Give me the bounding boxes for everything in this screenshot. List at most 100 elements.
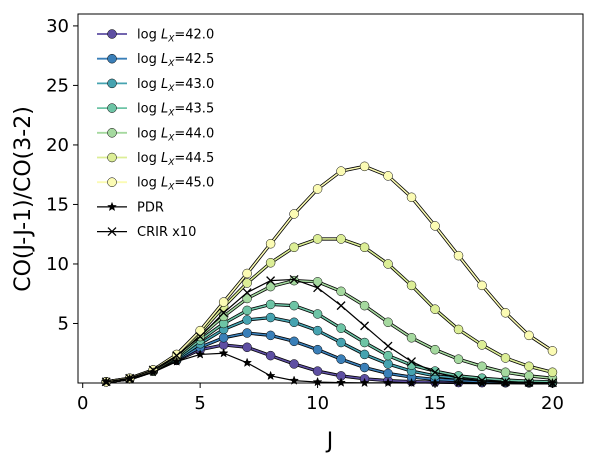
data-point [242,278,252,288]
y-tick-label: 15 [46,194,69,215]
data-point [266,276,276,286]
legend-item: log LX=44.5 [97,151,214,168]
x-tick-label: 20 [541,393,564,414]
data-point [101,377,111,387]
legend-label: PDR [137,200,164,215]
y-axis-label: CO(J-J-1)/CO(3-2) [11,106,36,292]
plot-area [77,13,584,388]
data-point [406,280,417,291]
data-point [477,340,487,350]
data-point [242,293,252,304]
plot-frame [77,13,584,384]
data-point [218,348,229,358]
data-point [125,373,135,383]
data-point [430,344,440,355]
x-axis-label: J [325,429,334,454]
legend-label: log LX=42.5 [137,52,214,69]
data-point [524,377,534,387]
x-axis: 0 5 10 15 20 [77,383,564,414]
data-point [289,274,299,284]
data-point [336,301,346,311]
data-point [406,333,417,343]
legend-marker [107,103,117,113]
series-layer [101,161,558,388]
y-tick-label: 5 [58,313,69,334]
data-point [406,192,417,203]
data-point [172,351,182,361]
data-point [242,357,253,367]
data-point [383,341,393,351]
data-point [359,161,370,172]
data-point [524,330,534,341]
data-point [312,277,323,287]
y-axis: 5 10 15 20 25 30 [46,16,78,334]
legend-marker [107,53,117,64]
data-point [289,300,299,311]
legend-label: log LX=42.0 [137,28,214,45]
legend-label: log LX=44.0 [137,126,214,143]
data-point [453,324,464,335]
data-point [312,184,323,194]
y-tick-label: 20 [46,135,69,156]
data-point [265,299,276,310]
data-point [265,330,276,341]
data-point [218,333,229,343]
legend-label: log LX=44.5 [137,151,214,168]
data-point [218,311,229,322]
data-point [336,377,347,387]
data-point [289,359,299,369]
data-point [430,367,440,377]
data-point [312,309,323,319]
legend-marker [107,227,117,237]
legend-item: log LX=43.5 [97,102,214,119]
data-point [430,304,440,314]
series-6 [101,161,558,387]
data-point [242,342,252,353]
data-point [218,297,229,307]
data-point [383,171,393,181]
y-tick-label: 25 [46,75,69,96]
data-point [265,281,276,292]
data-point [242,268,252,279]
data-point [383,259,393,269]
x-tick-label: 0 [77,393,88,414]
data-point [289,336,299,347]
data-point [383,350,393,361]
data-point [383,377,394,388]
data-point [289,209,299,219]
data-point [265,238,276,249]
legend: log LX=42.0 log LX=42.5 log LX=43.0 log LX=… [97,28,214,240]
data-point [312,325,323,336]
legend-marker [107,177,117,187]
data-point [219,308,229,318]
data-point [242,315,252,325]
series-line [106,165,553,383]
data-point [289,242,299,253]
legend-item: CRIR x10 [97,225,196,240]
data-point [336,354,346,364]
legend-marker [107,128,117,138]
data-point [336,286,346,297]
legend-item: log LX=44.0 [97,126,214,143]
data-point [336,234,346,244]
x-tick-label: 10 [306,393,329,414]
data-point [547,346,558,356]
data-point [407,357,416,367]
data-point [312,366,323,376]
data-point [383,317,393,328]
data-point [289,317,299,328]
data-point [359,362,370,373]
data-point [430,221,440,231]
data-point [265,258,276,268]
data-point [195,332,205,342]
data-point [336,337,346,348]
data-point [359,300,370,311]
data-point [477,280,487,291]
legend-marker [107,201,117,212]
legend-marker [107,78,117,89]
legend-item: log LX=43.0 [97,77,214,94]
x-tick-label: 15 [424,393,447,414]
data-point [242,288,252,297]
data-point [500,308,511,318]
